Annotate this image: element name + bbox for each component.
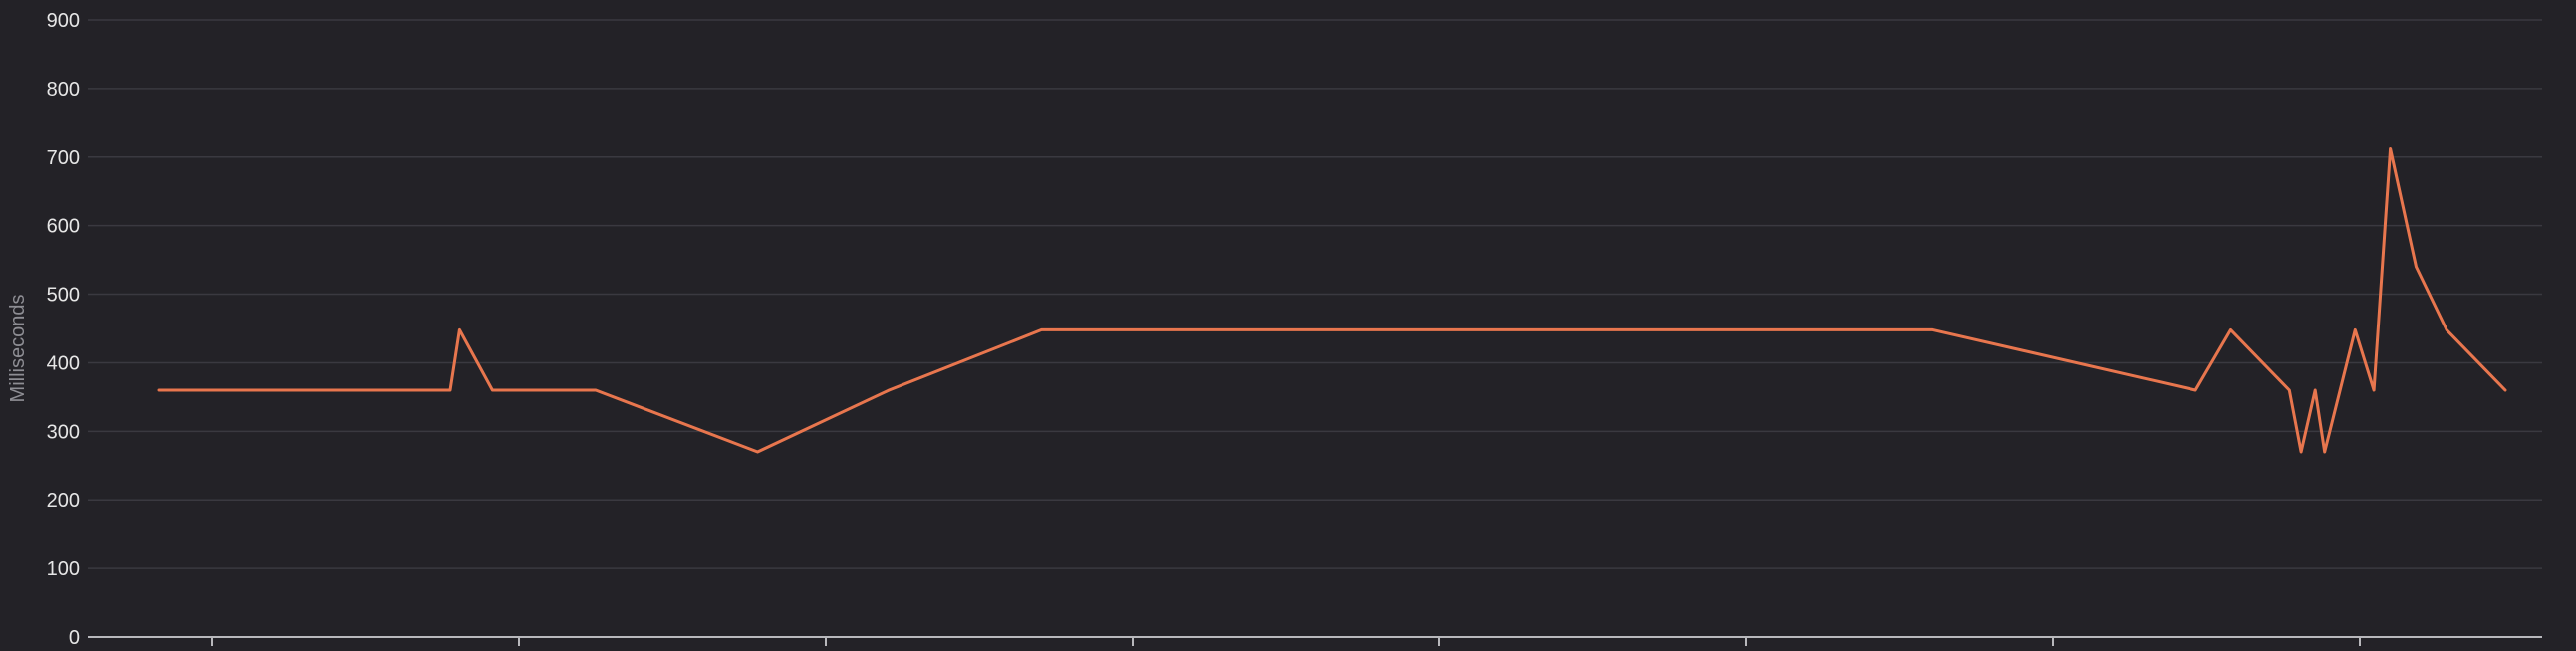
y-tick-label-800: 800 xyxy=(47,79,80,101)
y-tick-label-500: 500 xyxy=(47,285,80,307)
y-axis-title: Milliseconds xyxy=(7,295,29,403)
x-axis xyxy=(88,636,2542,646)
y-tick-label-100: 100 xyxy=(47,558,80,580)
series-layer xyxy=(157,147,2507,454)
y-tick-label-700: 700 xyxy=(47,147,80,169)
y-tick-label-600: 600 xyxy=(47,216,80,238)
y-tick-label-200: 200 xyxy=(47,490,80,512)
grid-lines xyxy=(88,19,2542,569)
y-tick-label-400: 400 xyxy=(47,352,80,374)
y-tick-label-900: 900 xyxy=(47,10,80,32)
y-axis-tick-labels: 0 100 200 300 400 500 600 700 800 900 xyxy=(47,10,80,649)
series-line-0 xyxy=(157,147,2507,454)
y-tick-label-0: 0 xyxy=(69,627,80,649)
y-tick-label-300: 300 xyxy=(47,421,80,443)
